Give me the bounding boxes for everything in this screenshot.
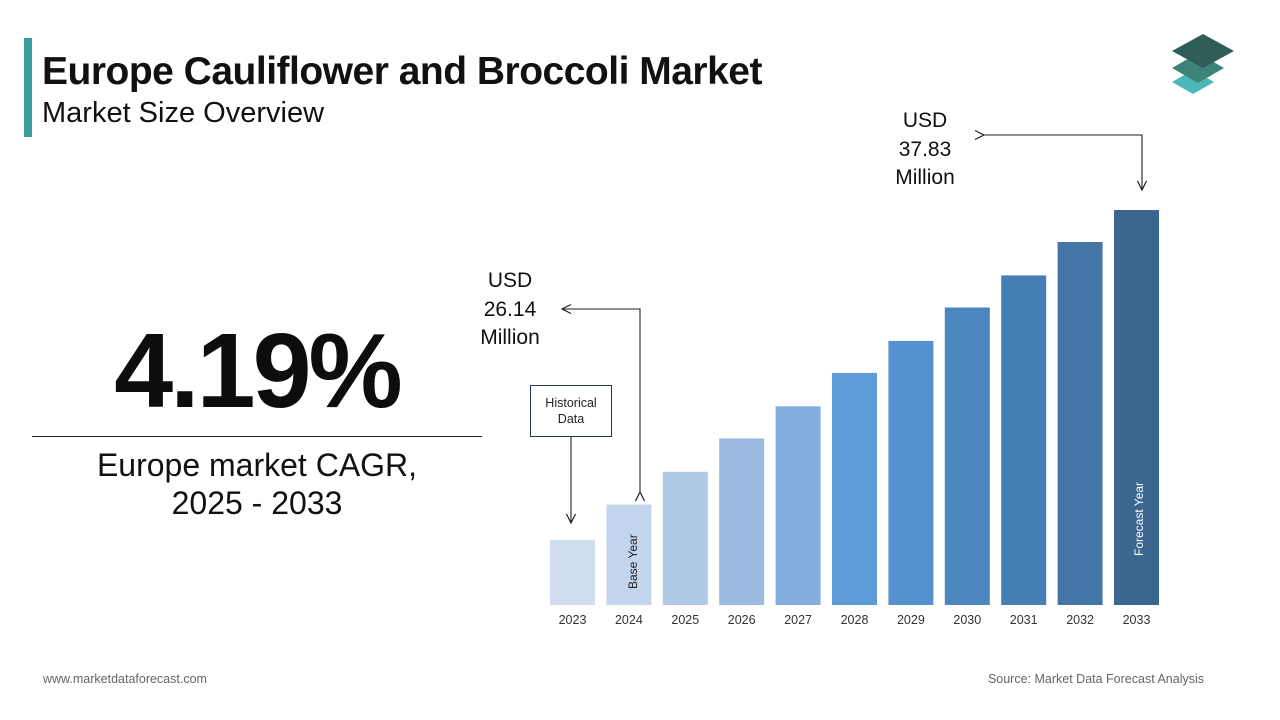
tick-label-2032: 2032 <box>1066 613 1094 627</box>
cagr-label-line2: 2025 - 2033 <box>171 485 343 521</box>
bar-2027 <box>775 406 821 605</box>
tick-label-2030: 2030 <box>953 613 981 627</box>
start-value-currency: USD <box>487 269 533 292</box>
logo-layer-top <box>1172 34 1234 68</box>
bar-2029 <box>888 340 934 605</box>
bar-2032 <box>1057 242 1103 605</box>
website-link[interactable]: www.marketdataforecast.com <box>43 672 207 686</box>
historical-data-box: Historical Data <box>530 385 612 437</box>
tick-label-2023: 2023 <box>559 613 587 627</box>
bar-2028 <box>832 372 877 605</box>
bar-2030 <box>944 307 990 605</box>
tick-label-2027: 2027 <box>784 613 812 627</box>
page-title: Europe Cauliflower and Broccoli Market <box>42 50 762 93</box>
divider <box>32 436 482 437</box>
source-note: Source: Market Data Forecast Analysis <box>987 672 1204 686</box>
historical-line1: Historical <box>545 396 597 410</box>
cagr-label: Europe market CAGR, 2025 - 2033 <box>32 446 482 522</box>
bar-2023 <box>550 540 595 605</box>
layers-icon <box>1172 34 1234 94</box>
end-value-currency: USD <box>902 109 948 132</box>
cagr-label-line1: Europe market CAGR, <box>96 447 418 483</box>
historical-line2: Data <box>557 412 585 426</box>
accent-bar <box>24 38 32 137</box>
end-value-label: USD 37.83 Million <box>880 107 970 193</box>
tick-label-2031: 2031 <box>1010 613 1038 627</box>
tick-label-2025: 2025 <box>671 613 699 627</box>
start-value-arrow <box>560 303 646 502</box>
bar-2025 <box>662 471 708 605</box>
end-value-arrow <box>974 129 1148 192</box>
bar-2024 <box>606 504 652 605</box>
start-value-label: USD 26.14 Million <box>465 267 555 353</box>
bar-2026 <box>719 438 765 605</box>
forecast-year-label: Forecast Year <box>1132 482 1146 556</box>
end-value-unit: Million <box>895 166 955 189</box>
tick-label-2028: 2028 <box>841 613 869 627</box>
x-axis: 2023 2024 2025 2026 2027 2028 2029 2030 2031 2032… <box>559 613 1151 627</box>
bar-2033 <box>1114 210 1159 605</box>
tick-label-2024: 2024 <box>615 613 643 627</box>
end-value-amount: 37.83 <box>898 137 952 161</box>
page-subtitle: Market Size Overview <box>42 97 325 129</box>
cagr-value: 4.19% <box>114 312 403 430</box>
base-year-label: Base Year <box>626 534 640 589</box>
bars <box>550 210 1159 605</box>
tick-label-2029: 2029 <box>897 613 925 627</box>
start-value-unit: Million <box>480 326 540 349</box>
tick-label-2033: 2033 <box>1123 613 1151 627</box>
start-value-amount: 26.14 <box>483 297 537 321</box>
bar-2031 <box>1001 275 1047 605</box>
tick-label-2026: 2026 <box>728 613 756 627</box>
